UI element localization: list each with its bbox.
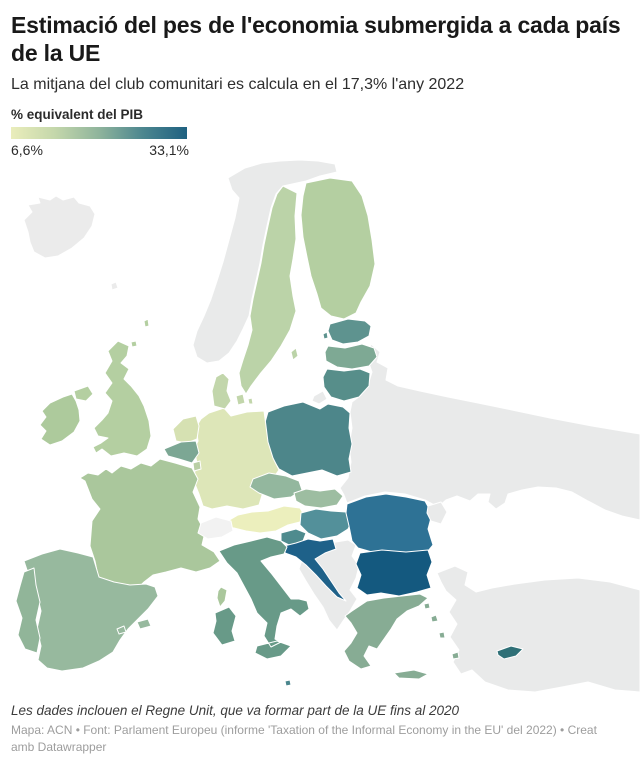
country-turkey xyxy=(436,565,640,693)
country-croatia[interactable] xyxy=(283,538,347,602)
country-poland[interactable] xyxy=(263,401,353,477)
country-malta[interactable] xyxy=(284,679,292,687)
color-legend: % equivalent del PIB 6,6% 33,1% xyxy=(11,107,629,158)
country-italy[interactable] xyxy=(212,536,310,660)
chart-header: Estimació del pes de l'economia submergi… xyxy=(0,11,640,94)
country-romania[interactable] xyxy=(345,493,434,557)
country-faroe xyxy=(110,281,119,291)
legend-title: % equivalent del PIB xyxy=(11,107,144,123)
country-netherlands[interactable] xyxy=(172,415,200,444)
country-hungary[interactable] xyxy=(299,508,354,540)
country-portugal[interactable] xyxy=(15,567,41,654)
legend-max-label: 33,1% xyxy=(149,142,189,159)
country-iceland xyxy=(23,195,96,259)
country-luxembourg[interactable] xyxy=(192,460,202,472)
country-cyprus[interactable] xyxy=(496,645,524,660)
country-latvia[interactable] xyxy=(324,343,378,370)
credits-line: Mapa: ACN • Font: Parlament Europeu (inf… xyxy=(11,723,597,755)
country-ireland[interactable] xyxy=(39,393,81,446)
country-spain[interactable] xyxy=(23,548,159,672)
chart-subtitle: La mitjana del club comunitari es calcul… xyxy=(11,76,465,94)
legend-scale: 6,6% 33,1% xyxy=(11,142,189,158)
country-slovakia[interactable] xyxy=(293,488,344,509)
country-denmark[interactable] xyxy=(211,372,254,410)
country-belgium[interactable] xyxy=(163,440,200,464)
chart-footer: Les dades inclouen el Regne Unit, que va… xyxy=(0,703,640,756)
country-switzerland xyxy=(197,516,234,540)
country-sweden[interactable] xyxy=(238,185,299,395)
legend-min-label: 6,6% xyxy=(11,142,43,159)
country-lithuania[interactable] xyxy=(322,368,371,402)
country-norway xyxy=(192,160,338,364)
country-russia-belarus-ukraine xyxy=(339,343,640,521)
country-estonia[interactable] xyxy=(322,318,372,345)
legend-gradient-bar xyxy=(11,127,187,140)
footnote: Les dades inclouen el Regne Unit, que va… xyxy=(11,703,460,719)
country-greece[interactable] xyxy=(343,593,460,680)
europe-choropleth-map xyxy=(15,160,640,693)
country-austria[interactable] xyxy=(225,505,305,534)
country-kaliningrad xyxy=(311,390,328,405)
country-moldova xyxy=(426,501,448,525)
page-title: Estimació del pes de l'economia submergi… xyxy=(11,12,621,67)
country-united-kingdom[interactable] xyxy=(73,318,152,457)
country-finland[interactable] xyxy=(300,177,376,320)
country-bulgaria[interactable] xyxy=(355,549,433,597)
